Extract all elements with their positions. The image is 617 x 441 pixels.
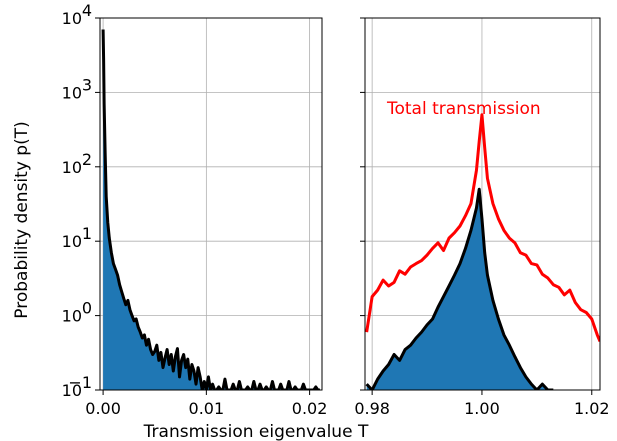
plot-frame: [364, 17, 601, 391]
total-transmission-annotation: Total transmission: [386, 99, 541, 119]
x-tick-label: 0.00: [85, 399, 121, 418]
x-tick-label: 1.00: [464, 399, 500, 418]
series-group: [365, 113, 600, 390]
y-tick-label: 10: [62, 307, 82, 326]
right-panel: 0.98 1.00 1.02 Total transmission: [354, 17, 610, 418]
series-line-0: [101, 29, 320, 390]
x-tick-label: 0.02: [292, 399, 328, 418]
y-tick-label: 10: [62, 232, 82, 251]
series-area-1: [366, 189, 554, 390]
series-line-1: [365, 187, 554, 390]
x-axis-label: Transmission eigenvalue T: [143, 422, 369, 441]
y-tick-exponent: 3: [82, 75, 92, 94]
y-tick-exponent: 4: [82, 1, 92, 20]
x-tick-label: 1.02: [574, 399, 610, 418]
y-tick-label: 10: [62, 83, 82, 102]
y-tick-label: 10: [62, 158, 82, 177]
y-tick-exponent: 1: [82, 224, 92, 243]
series-group: [101, 29, 320, 390]
y-tick-exponent: 0: [82, 299, 92, 318]
y-tick-exponent: 2: [82, 150, 92, 169]
plot-frame: [99, 17, 323, 391]
y-axis-label: Probability density p(T): [12, 121, 32, 318]
x-tick-label: 0.98: [354, 399, 390, 418]
y-tick-label: 10: [62, 381, 82, 400]
series-area-0: [103, 29, 320, 390]
y-tick-label: 10: [62, 9, 82, 28]
x-tick-label: 0.01: [189, 399, 225, 418]
y-tick-exponent: −1: [68, 373, 92, 392]
series-line-0: [365, 113, 600, 342]
